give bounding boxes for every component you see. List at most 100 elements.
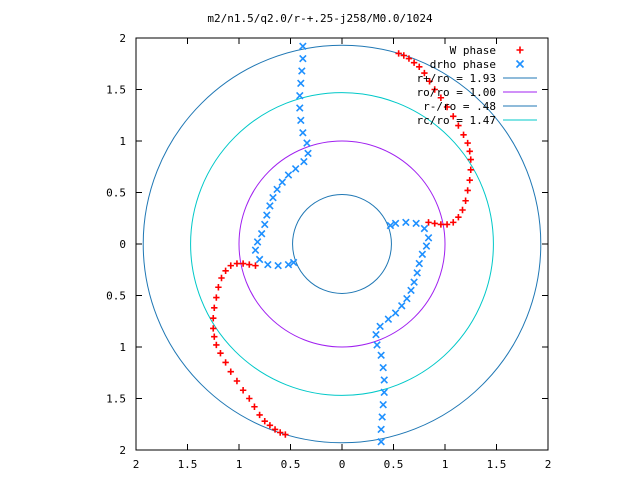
data-point-1-0-0 [299,42,307,51]
data-point-0-1-4 [261,417,268,425]
circle-0 [142,44,542,444]
data-point-1-1-16 [410,278,418,286]
data-point-1-1-24 [402,218,410,227]
data-point-1-1-17 [413,269,421,277]
data-point-0-1-23 [233,260,241,267]
data-point-1-1-13 [397,302,406,310]
data-point-1-1-0 [377,437,385,446]
y-tick-label-7: 1.5 [106,393,126,406]
data-point-0-1-6 [251,403,258,410]
x-tick-label-2: 1 [236,458,243,471]
data-point-1-1-25 [391,219,400,228]
data-point-0-0-24 [437,221,445,228]
data-point-0-0-9 [443,103,451,111]
x-tick-label-5: 0.5 [384,458,404,471]
data-point-1-0-2 [298,67,306,75]
data-point-1-0-11 [291,165,300,173]
data-point-0-1-1 [277,429,284,436]
data-point-1-1-1 [377,425,385,434]
x-tick-label-8: 2 [545,458,552,471]
data-point-1-1-11 [384,315,393,323]
data-point-1-1-15 [407,286,415,295]
y-tick-label-8: 2 [119,444,126,457]
data-point-1-1-5 [380,376,388,384]
data-points [210,42,474,446]
data-point-1-0-8 [303,139,311,147]
data-point-1-1-19 [418,250,427,259]
data-point-0-1-11 [222,359,229,366]
legend-label-5: rc/ro = 1.47 [417,114,496,127]
y-tick-label-4: 0 [119,238,126,251]
axis-ticks: 2 1.5 1 0.5 0 0.5 1 1.5 221.510.500.511.52 [106,32,551,471]
data-point-0-1-13 [213,341,220,349]
data-point-0-0-2 [405,55,413,62]
data-point-0-0-0 [395,50,402,57]
data-point-0-0-4 [416,63,423,71]
x-tick-label-6: 1 [442,458,449,471]
circle-2 [292,194,392,294]
data-point-1-0-1 [299,54,307,63]
data-point-0-0-15 [467,156,474,163]
data-point-1-0-14 [273,185,281,194]
data-point-0-0-13 [464,139,471,147]
data-point-0-0-3 [410,59,418,66]
data-point-1-1-9 [372,330,380,339]
data-point-0-1-26 [252,262,259,269]
data-point-1-0-3 [297,79,305,88]
data-point-1-0-10 [300,157,308,166]
data-point-0-0-25 [431,220,438,227]
data-point-0-0-19 [462,197,469,204]
data-point-0-1-21 [222,267,229,274]
x-tick-label-1: 1.5 [178,458,198,471]
data-point-1-1-7 [377,351,385,360]
data-point-0-1-15 [210,325,217,332]
data-point-0-0-17 [466,176,473,184]
x-tick-label-0: 2 [133,458,140,471]
data-point-0-0-7 [431,86,438,93]
data-point-1-0-26 [289,258,298,267]
data-point-1-1-4 [380,388,388,397]
circle-1 [238,140,446,348]
x-tick-label-3: 0.5 [281,458,301,471]
legend-label-2: r+/ro = 1.93 [417,72,496,85]
data-point-0-1-18 [213,294,220,301]
data-point-1-1-3 [379,400,387,409]
x-tick-label-7: 1.5 [487,458,507,471]
data-point-0-1-12 [217,349,224,357]
legend-label-0: W phase [450,44,496,57]
legend-label-3: ro/ro = 1.00 [417,86,496,99]
data-point-1-1-23 [412,219,420,228]
data-point-0-1-17 [211,304,218,312]
data-point-0-1-0 [282,431,289,438]
y-tick-label-2: 1 [119,135,126,148]
data-point-1-0-6 [297,116,305,125]
circle-3 [190,92,494,396]
y-tick-label-1: 1.5 [106,84,126,97]
data-point-1-0-18 [260,220,269,229]
legend-sample-1 [515,59,525,69]
data-point-0-1-7 [246,395,253,402]
data-point-0-0-16 [467,166,474,174]
data-point-0-0-12 [460,131,467,139]
data-point-1-0-5 [296,104,304,112]
data-point-0-1-10 [227,368,234,375]
y-tick-label-5: 0.5 [106,290,126,303]
data-point-1-0-21 [251,246,260,254]
data-point-0-1-22 [227,262,234,269]
data-point-1-0-4 [296,91,304,100]
data-point-0-0-8 [437,94,445,101]
data-point-0-0-10 [450,113,457,120]
data-point-1-0-22 [255,255,264,264]
data-point-0-1-2 [271,426,279,433]
y-tick-label-6: 1 [119,341,126,354]
chart-title: m2/n1.5/q2.0/r-+.25-j258/M0.0/1024 [207,12,433,25]
data-point-0-0-20 [459,206,466,214]
data-point-1-1-12 [391,309,400,317]
legend-sample-0 [516,46,524,54]
data-point-0-0-5 [421,69,428,77]
data-point-0-0-26 [425,219,432,226]
data-point-0-1-20 [218,274,225,282]
data-point-0-1-5 [256,411,263,419]
data-point-1-0-13 [278,178,287,186]
